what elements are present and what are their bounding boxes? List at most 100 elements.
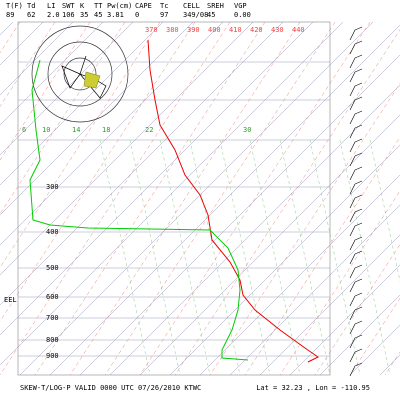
barb-flag xyxy=(354,68,363,73)
barb-flag xyxy=(354,26,363,31)
isotherm xyxy=(109,84,400,376)
plot-frame xyxy=(17,21,331,376)
barb-flag xyxy=(354,82,363,87)
header-label: Tc xyxy=(160,2,168,10)
barb-staff xyxy=(349,85,356,97)
header-value: 45 xyxy=(207,11,215,19)
header-label: K xyxy=(80,2,85,10)
dry-adiabat xyxy=(34,21,266,376)
isotherm xyxy=(199,174,400,376)
header-label: LI xyxy=(47,2,55,10)
barb-staff xyxy=(349,183,356,195)
barb-staff xyxy=(349,351,356,363)
footer-location: Lat = 32.23 , Lon = -110.95 xyxy=(256,384,370,392)
barb-flag xyxy=(354,194,363,199)
barb-flag xyxy=(354,40,363,45)
isotherm xyxy=(0,21,194,216)
barb-flag xyxy=(354,138,363,143)
isotherm xyxy=(0,21,134,156)
hodo-ring xyxy=(31,25,129,123)
theta-label: 410 xyxy=(229,26,242,34)
theta-label: 400 xyxy=(208,26,221,34)
isotherm xyxy=(139,114,400,376)
dry-adiabat xyxy=(349,297,400,376)
dry-adiabat xyxy=(0,21,196,322)
pressure-label: 800 xyxy=(46,336,59,344)
el-label: EEL xyxy=(4,296,17,304)
isotherm xyxy=(0,21,314,336)
storm-motion xyxy=(83,71,101,89)
header-label: SREH xyxy=(207,2,224,10)
isotherm xyxy=(0,21,164,186)
pressure-label: 400 xyxy=(46,228,59,236)
header-value: 35 xyxy=(80,11,88,19)
dry-adiabat xyxy=(0,21,56,107)
hodo-ring xyxy=(47,41,113,107)
pressure-label: 300 xyxy=(46,183,59,191)
barb-staff xyxy=(349,99,356,111)
mixing-ratio xyxy=(369,139,400,283)
barb-staff xyxy=(349,323,356,335)
barb-flag xyxy=(354,334,363,339)
pressure-label: 500 xyxy=(46,264,59,272)
isotherm xyxy=(319,294,400,376)
barb-flag xyxy=(354,250,363,255)
barb-staff xyxy=(349,365,356,377)
isotherm xyxy=(289,264,400,376)
barb-staff xyxy=(349,253,356,265)
header-label: TT xyxy=(94,2,103,10)
barb-flag xyxy=(354,222,363,227)
dewpoint-trace xyxy=(29,59,249,361)
barb-flag xyxy=(354,96,363,101)
barb-staff xyxy=(349,141,356,153)
theta-label: 420 xyxy=(250,26,263,34)
header-value: 3.81 xyxy=(107,11,124,19)
theta-label: 390 xyxy=(187,26,200,34)
barb-staff xyxy=(349,281,356,293)
barb-flag xyxy=(354,306,363,311)
header-value: 2.0 xyxy=(47,11,60,19)
header-label: VGP xyxy=(234,2,247,10)
dry-adiabat xyxy=(244,136,400,376)
pressure-label: 600 xyxy=(46,293,59,301)
mixing-ratio xyxy=(129,139,181,376)
header-value: 0.00 xyxy=(234,11,251,19)
header-label: Td xyxy=(27,2,35,10)
dry-adiabat xyxy=(279,190,400,376)
dry-adiabat xyxy=(104,21,336,376)
barb-staff xyxy=(349,29,356,41)
header-label: CAPE xyxy=(135,2,152,10)
isotherm xyxy=(0,21,254,276)
header-label: CELL xyxy=(183,2,200,10)
barb-staff xyxy=(349,113,356,125)
footer-title: SKEW-T/LOG-P VALID 0000 UTC 07/26/2010 K… xyxy=(20,384,201,392)
barb-staff xyxy=(349,225,356,237)
dry-adiabat xyxy=(69,21,301,376)
barb-flag xyxy=(354,152,363,157)
dry-adiabat xyxy=(314,244,400,376)
header-value: 106 xyxy=(62,11,75,19)
isotherm xyxy=(259,234,400,376)
barb-flag xyxy=(354,124,363,129)
dry-adiabat xyxy=(0,21,161,269)
barb-staff xyxy=(349,169,356,181)
isotherm xyxy=(229,204,400,376)
barb-flag xyxy=(354,236,363,241)
barb-flag xyxy=(354,54,363,59)
barb-flag xyxy=(354,278,363,283)
barb-flag xyxy=(354,264,363,269)
theta-label: 380 xyxy=(166,26,179,34)
pressure-label: 700 xyxy=(46,314,59,322)
header-value: 0 xyxy=(135,11,139,19)
header-label: SWT xyxy=(62,2,75,10)
theta-label: 430 xyxy=(271,26,284,34)
barb-flag xyxy=(354,348,363,353)
hodograph xyxy=(31,25,129,123)
isotherm xyxy=(0,21,344,366)
temperature-label: 10 xyxy=(42,126,50,134)
barb-flag xyxy=(354,110,363,115)
barb-flag xyxy=(354,362,363,367)
temperature-trace xyxy=(147,39,319,363)
